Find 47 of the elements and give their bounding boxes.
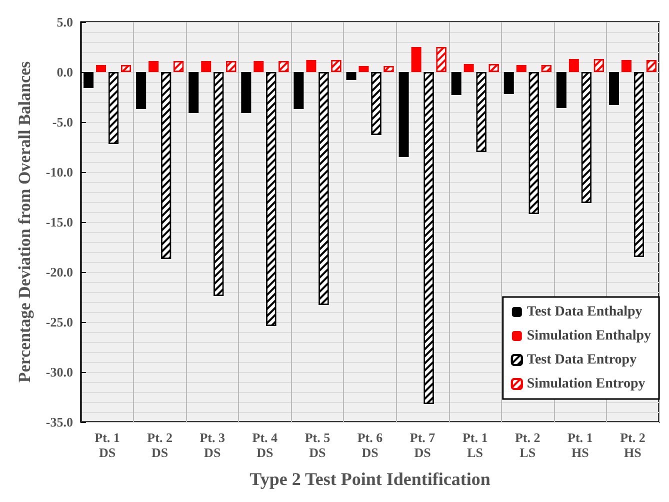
bar: [188, 72, 199, 113]
bar: [464, 64, 474, 72]
bar: [516, 65, 526, 72]
bar: [294, 72, 304, 109]
legend-label: Simulation Entropy: [526, 376, 646, 392]
bar: [148, 61, 159, 72]
x-tick-label: Pt. 4 DS: [252, 430, 278, 460]
legend-label: Simulation Enthalpy: [526, 328, 652, 344]
x-axis-title: Type 2 Test Point Identification: [250, 469, 490, 489]
y-tick-label: -35.0: [46, 414, 73, 430]
y-axis-title: Percentage Deviation from Overall Balances: [15, 60, 34, 383]
x-tick-label: Pt. 1 DS: [94, 430, 120, 460]
legend-label: Test Data Entropy: [526, 352, 637, 368]
bar: [358, 66, 369, 72]
bar: [398, 72, 409, 157]
y-tick-label: -25.0: [46, 314, 73, 330]
y-tick-label: -30.0: [46, 364, 73, 380]
bar: [608, 72, 619, 105]
legend-label: Test Data Enthalpy: [526, 304, 642, 320]
y-tick-label: 0.0: [56, 64, 73, 80]
x-tick-label: Pt. 6 DS: [357, 430, 384, 460]
bar: [96, 65, 106, 72]
y-tick-label: 5.0: [56, 14, 73, 30]
bar: [621, 60, 632, 72]
x-tick-label: Pt. 3 DS: [200, 430, 226, 460]
x-tick-label: Pt. 2 HS: [620, 430, 646, 460]
x-tick-label: Pt. 2 LS: [514, 430, 540, 460]
bar: [241, 72, 252, 113]
bar: [306, 60, 316, 72]
bar: [568, 59, 579, 72]
bar: [346, 72, 356, 80]
y-tick-label: -15.0: [46, 214, 73, 230]
x-tick-label: Pt. 1 LS: [462, 430, 488, 460]
y-tick-label: -5.0: [52, 114, 73, 130]
x-tick-label: Pt. 5 DS: [304, 430, 331, 460]
bar: [136, 72, 146, 109]
x-tick-label: Pt. 7 DS: [410, 430, 436, 460]
bar: [556, 72, 566, 108]
y-tick-label: -10.0: [46, 164, 73, 180]
bar: [201, 61, 212, 72]
bar: [504, 72, 514, 94]
bar: [411, 47, 422, 72]
x-tick-label: Pt. 2 DS: [147, 430, 172, 460]
y-tick-label: -20.0: [46, 264, 73, 280]
bar: [254, 61, 264, 72]
x-tick-label: Pt. 1 HS: [568, 430, 593, 460]
bar: [451, 72, 462, 95]
